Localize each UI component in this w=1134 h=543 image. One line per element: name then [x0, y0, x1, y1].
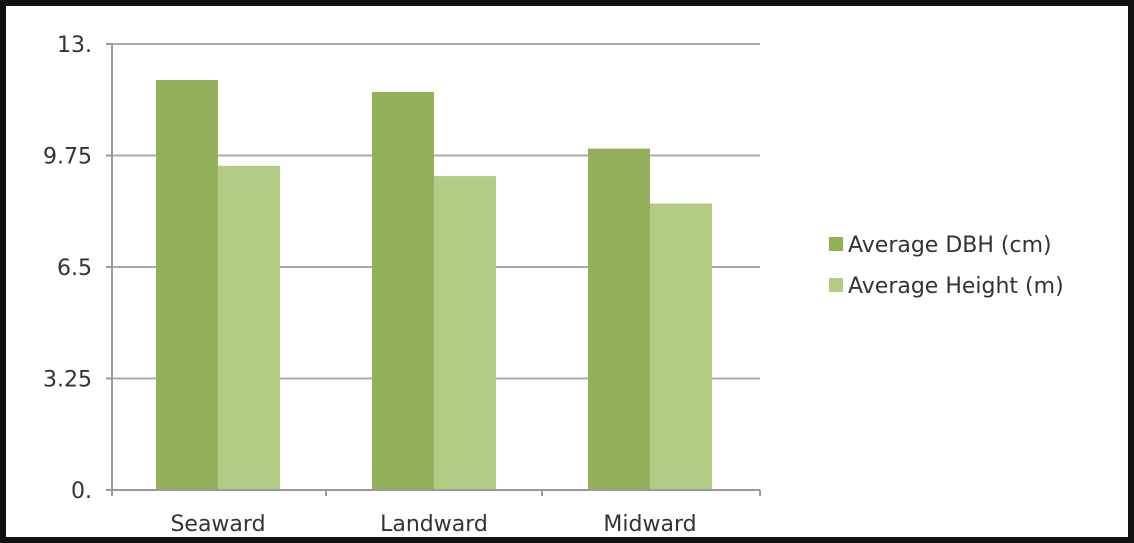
y-tick-label: 3.25 — [43, 368, 92, 393]
x-tick-label: Midward — [603, 512, 696, 537]
x-tick-label: Seaward — [170, 512, 265, 537]
bar-height-landward — [434, 176, 496, 491]
legend-swatch — [829, 278, 843, 292]
y-tick-label: 6.5 — [57, 256, 92, 281]
legend-swatch — [829, 237, 843, 251]
y-tick-label: 9.75 — [43, 145, 92, 170]
x-tick-label: Landward — [380, 512, 488, 537]
legend: Average DBH (cm) Average Height (m) — [829, 233, 1064, 299]
y-tick-label: 13. — [57, 33, 92, 58]
bar-dbh-seaward — [156, 80, 218, 491]
legend-label: Average Height (m) — [848, 274, 1064, 299]
axes: 0. 3.25 6.5 9.75 13. Seaward Landward Midward — [43, 33, 761, 537]
bar-height-seaward — [218, 165, 280, 491]
bar-dbh-midward — [588, 148, 650, 490]
legend-label: Average DBH (cm) — [848, 233, 1052, 258]
bars — [156, 80, 712, 491]
bar-dbh-landward — [372, 92, 434, 491]
bar-height-midward — [650, 203, 712, 490]
y-tick-label: 0. — [71, 479, 92, 504]
